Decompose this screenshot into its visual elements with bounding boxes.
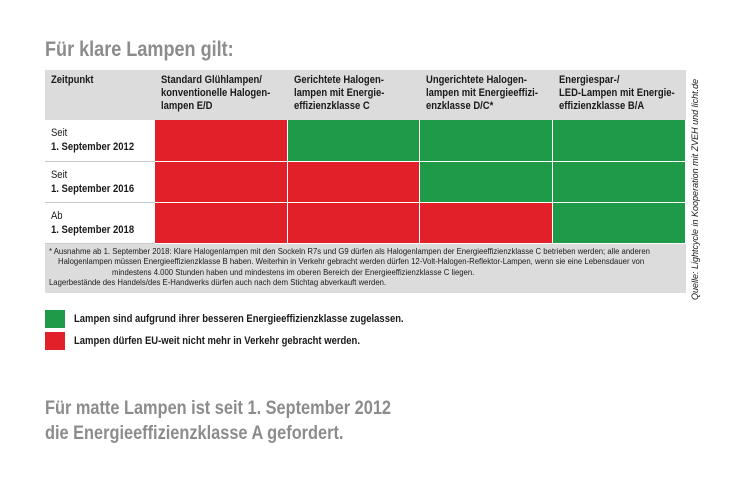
header-text: Zeitpunkt	[51, 74, 94, 86]
header-cell: Standard Glühlampen/konventionelle Halog…	[161, 74, 286, 113]
row-label: Ab 1. September 2018	[45, 203, 155, 244]
header-cell: Gerichtete Halogen-lampen mit Energie-ef…	[294, 74, 418, 113]
status-cell	[553, 203, 686, 244]
header-text: Standard Glühlampen/	[161, 74, 262, 86]
row-label: Seit 1. September 2016	[45, 162, 155, 203]
status-cell	[155, 120, 288, 162]
status-cell	[553, 162, 686, 203]
status-cell	[420, 162, 553, 203]
header-text: Ungerichtete Halogen-	[426, 74, 527, 86]
header-text: lampen mit Energieeffizi-	[426, 87, 538, 99]
source: Quelle: Lightcycle in Kooperation mit ZV…	[690, 78, 700, 300]
header-cell: Ungerichtete Halogen-lampen mit Energiee…	[426, 74, 551, 113]
note-line: die Energieeffizienzklasse A gefordert.	[45, 423, 344, 444]
legend-swatch	[45, 310, 65, 328]
footnote-line: * Ausnahme ab 1. September 2018: Klare H…	[49, 246, 650, 256]
legend-swatch	[45, 332, 65, 350]
status-cell	[288, 203, 420, 244]
note-line: Für matte Lampen ist seit 1. September 2…	[45, 398, 391, 419]
header-cell: Energiespar-/LED-Lampen mit Energie-effi…	[559, 74, 684, 113]
row-label-text: 1. September 2012	[51, 141, 135, 153]
note: Für matte Lampen ist seit 1. September 2…	[45, 396, 447, 446]
header-text: effizienzklasse C	[294, 100, 370, 112]
header-text: lampen mit Energie-	[294, 87, 385, 99]
legend-text: Lampen dürfen EU-weit nicht mehr in Verk…	[74, 335, 360, 347]
status-cell	[420, 120, 553, 162]
legend-label: Lampen sind aufgrund ihrer besseren Ener…	[74, 310, 457, 328]
title: Für klare Lampen gilt:	[45, 38, 264, 62]
footnote-line: mindestens 4.000 Stunden haben und minde…	[112, 266, 475, 277]
header-text: lampen E/D	[161, 100, 213, 112]
status-cell	[155, 162, 288, 203]
footnote-line: Halogenlampen müssen Energieeffizienzkla…	[58, 256, 645, 267]
row-label-text: Ab	[51, 210, 63, 222]
status-cell	[288, 162, 420, 203]
footnote: * Ausnahme ab 1. September 2018: Klare H…	[45, 244, 686, 293]
row-label: Seit 1. September 2012	[45, 120, 155, 162]
header-text: konventionelle Halogen-	[161, 87, 271, 99]
row-label-text: 1. September 2016	[51, 183, 135, 195]
table-header	[45, 70, 686, 120]
status-cell	[420, 203, 553, 244]
footnote-line: Lagerbestände des Handels/des E-Handwerk…	[49, 277, 387, 288]
status-cell	[155, 203, 288, 244]
title-text: Für klare Lampen gilt:	[45, 38, 234, 61]
header-text: enzklasse D/C*	[426, 100, 494, 112]
row-label-text: 1. September 2018	[51, 224, 135, 236]
header-text: effizienzklasse B/A	[559, 100, 645, 112]
status-cell	[288, 120, 420, 162]
row-label-text: Seit	[51, 127, 68, 139]
status-cell	[553, 120, 686, 162]
legend-label: Lampen dürfen EU-weit nicht mehr in Verk…	[74, 332, 407, 350]
header-text: Gerichtete Halogen-	[294, 74, 384, 86]
header-cell: Zeitpunkt	[51, 74, 153, 87]
header-text: LED-Lampen mit Energie-	[559, 87, 675, 99]
header-text: Energiespar-/	[559, 74, 620, 86]
legend-text: Lampen sind aufgrund ihrer besseren Ener…	[74, 313, 404, 325]
row-label-text: Seit	[51, 169, 68, 181]
